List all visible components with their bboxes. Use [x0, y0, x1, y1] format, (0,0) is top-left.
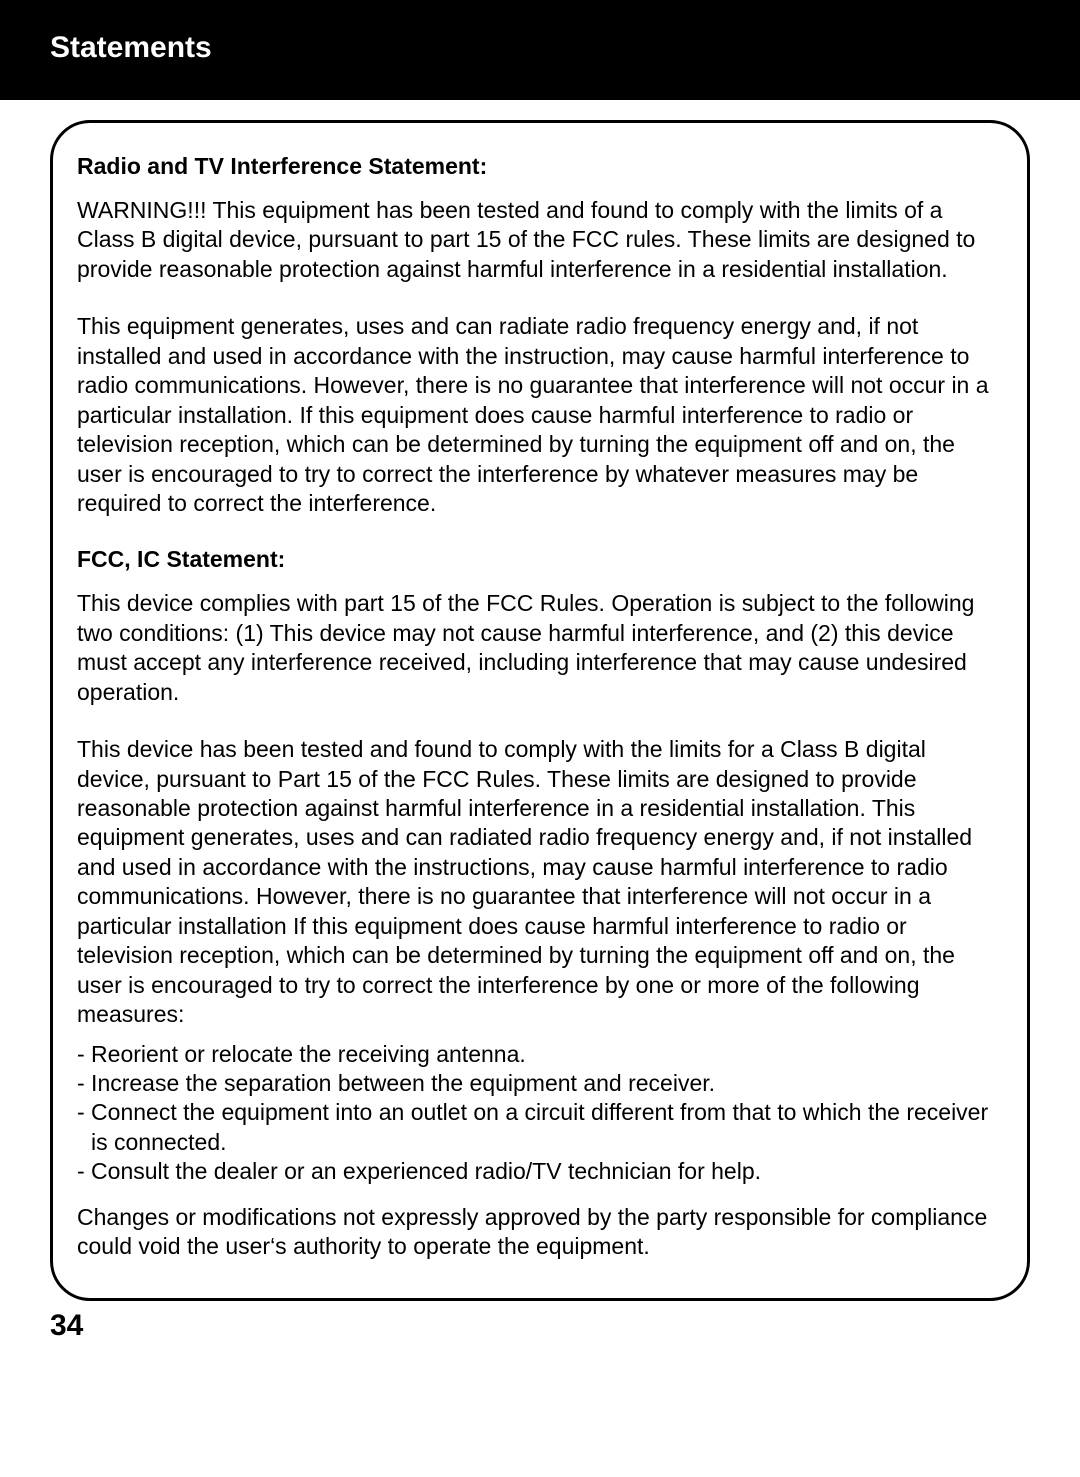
fcc-ic-paragraph-2: This device has been tested and found to… — [77, 735, 1003, 1029]
list-item: - Reorient or relocate the receiving ant… — [77, 1040, 1003, 1069]
fcc-ic-measures-list: - Reorient or relocate the receiving ant… — [77, 1040, 1003, 1187]
statements-box: Radio and TV Interference Statement: WAR… — [50, 120, 1030, 1301]
fcc-ic-paragraph-1: This device complies with part 15 of the… — [77, 589, 1003, 707]
radio-tv-heading: Radio and TV Interference Statement: — [77, 153, 1003, 180]
list-item: - Connect the equipment into an outlet o… — [77, 1098, 1003, 1157]
page-number: 34 — [0, 1301, 1080, 1343]
content-area: Radio and TV Interference Statement: WAR… — [0, 100, 1080, 1301]
list-item: - Consult the dealer or an experienced r… — [77, 1157, 1003, 1186]
fcc-ic-paragraph-3: Changes or modifications not expressly a… — [77, 1203, 1003, 1262]
page-header-title: Statements — [50, 31, 212, 65]
radio-tv-paragraph-2: This equipment generates, uses and can r… — [77, 312, 1003, 518]
list-item: - Increase the separation between the eq… — [77, 1069, 1003, 1098]
page-header: Statements — [0, 0, 1080, 100]
radio-tv-paragraph-1: WARNING!!! This equipment has been teste… — [77, 196, 1003, 284]
fcc-ic-heading: FCC, IC Statement: — [77, 546, 1003, 573]
